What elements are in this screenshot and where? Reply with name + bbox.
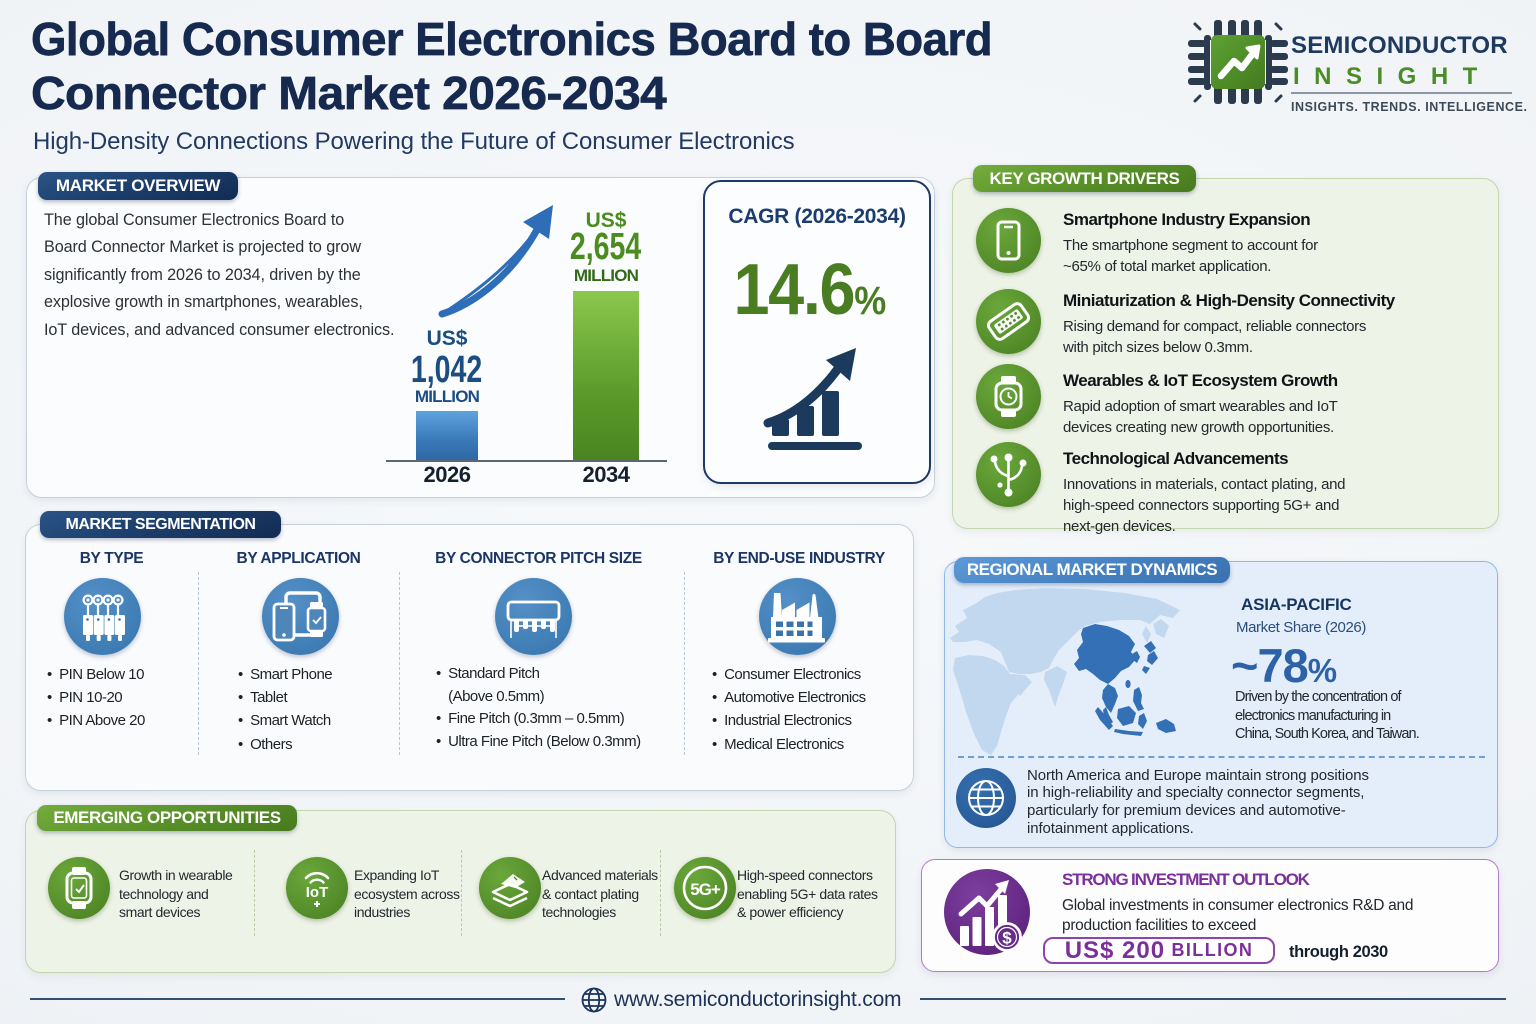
svg-text:5G+: 5G+: [690, 880, 721, 899]
svg-text:$: $: [1002, 929, 1012, 948]
svg-text:IoT: IoT: [306, 884, 329, 901]
